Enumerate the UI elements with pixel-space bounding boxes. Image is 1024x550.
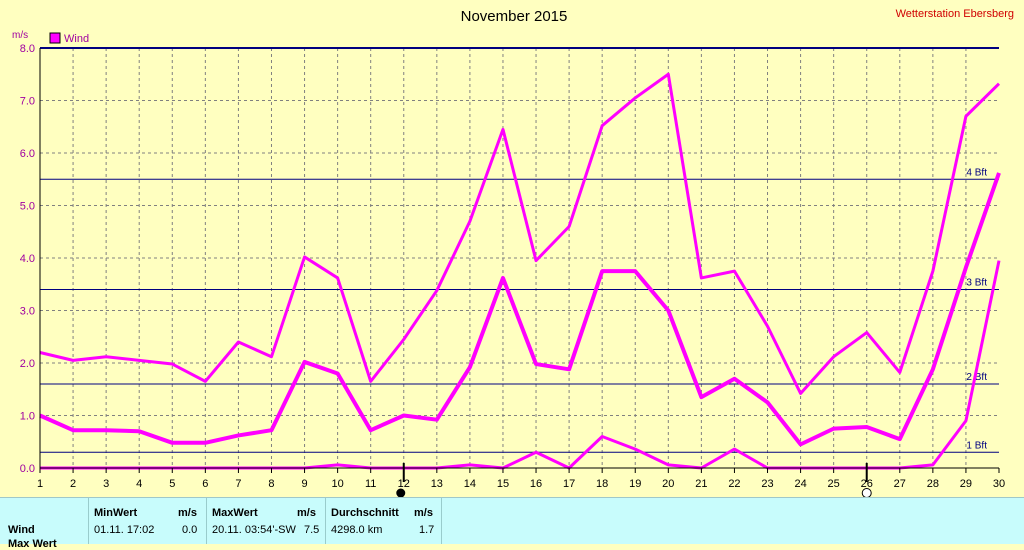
series-line-1 [39, 72, 1001, 395]
header-min-unit: m/s [178, 507, 197, 519]
row-label-maxwert: Max Wert [8, 538, 57, 550]
x-tick-label: 23 [761, 478, 773, 490]
header-maxwert: MaxWert [212, 507, 258, 519]
x-tick-label: 13 [431, 478, 443, 490]
y-tick-label: 7.0 [20, 96, 35, 108]
y-tick-label: 0.0 [20, 463, 35, 475]
beaufort-label: 4 Bft [966, 167, 987, 178]
x-tick-label: 14 [464, 478, 476, 490]
x-tick-label: 4 [136, 478, 142, 490]
avg-distance: 4298.0 km [331, 524, 383, 536]
x-tick-label: 20 [662, 478, 674, 490]
x-tick-label: 21 [695, 478, 707, 490]
beaufort-label: 3 Bft [966, 278, 987, 289]
x-tick-label: 8 [268, 478, 274, 490]
chart-title: November 2015 [461, 8, 568, 25]
y-tick-label: 1.0 [20, 411, 35, 423]
max-value: 7.5 [304, 524, 320, 536]
max-time: 20.11. 03:54'-SW [212, 524, 296, 536]
new-moon-icon [396, 488, 406, 497]
x-tick-label: 30 [993, 478, 1005, 490]
avg-value: 1.7 [419, 524, 435, 536]
y-tick-label: 8.0 [20, 43, 35, 55]
x-tick-label: 6 [202, 478, 208, 490]
x-tick-label: 10 [331, 478, 343, 490]
station-name: Wetterstation Ebersberg [896, 8, 1014, 20]
header-durchschnitt: Durchschnitt [331, 507, 399, 519]
header-avg-unit: m/s [414, 507, 433, 519]
legend-label-wind: Wind [64, 33, 89, 45]
x-tick-label: 25 [828, 478, 840, 490]
x-tick-label: 19 [629, 478, 641, 490]
x-tick-label: 28 [927, 478, 939, 490]
x-tick-label: 17 [563, 478, 575, 490]
x-tick-label: 2 [70, 478, 76, 490]
y-tick-label: 4.0 [20, 253, 35, 265]
x-tick-label: 29 [960, 478, 972, 490]
y-tick-label: 5.0 [20, 201, 35, 213]
legend-swatch [49, 32, 61, 44]
x-tick-label: 12 [398, 478, 410, 490]
beaufort-label: 2 Bft [966, 372, 987, 383]
min-time: 01.11. 17:02 [94, 524, 155, 536]
header-minwert: MinWert [94, 507, 138, 519]
min-value: 0.0 [182, 524, 198, 536]
summary-table: MinWert m/s MaxWert m/s Durchschnitt m/s… [0, 497, 1024, 550]
wind-chart: November 2015 Wetterstation Ebersberg m/… [12, 8, 1014, 497]
header-max-unit: m/s [297, 507, 316, 519]
beaufort-label: 1 Bft [966, 440, 987, 451]
x-tick-label: 22 [728, 478, 740, 490]
series-line-2 [39, 172, 1001, 447]
x-tick-label: 24 [794, 478, 806, 490]
y-tick-label: 6.0 [20, 148, 35, 160]
x-tick-label: 5 [169, 478, 175, 490]
x-tick-label: 11 [365, 478, 376, 490]
y-tick-label: 2.0 [20, 358, 35, 370]
x-tick-label: 3 [103, 478, 109, 490]
x-tick-label: 27 [894, 478, 906, 490]
full-moon-icon [861, 488, 872, 497]
y-axis-unit: m/s [12, 30, 28, 41]
row-label-wind: Wind [8, 524, 35, 536]
y-tick-label: 3.0 [20, 306, 35, 318]
series-line-3 [40, 260, 1001, 470]
x-tick-label: 16 [530, 478, 542, 490]
x-tick-label: 18 [596, 478, 608, 490]
x-tick-label: 9 [301, 478, 307, 490]
x-tick-label: 1 [37, 478, 43, 490]
x-tick-label: 26 [861, 478, 873, 490]
x-tick-label: 15 [497, 478, 509, 490]
x-tick-label: 7 [235, 478, 241, 490]
